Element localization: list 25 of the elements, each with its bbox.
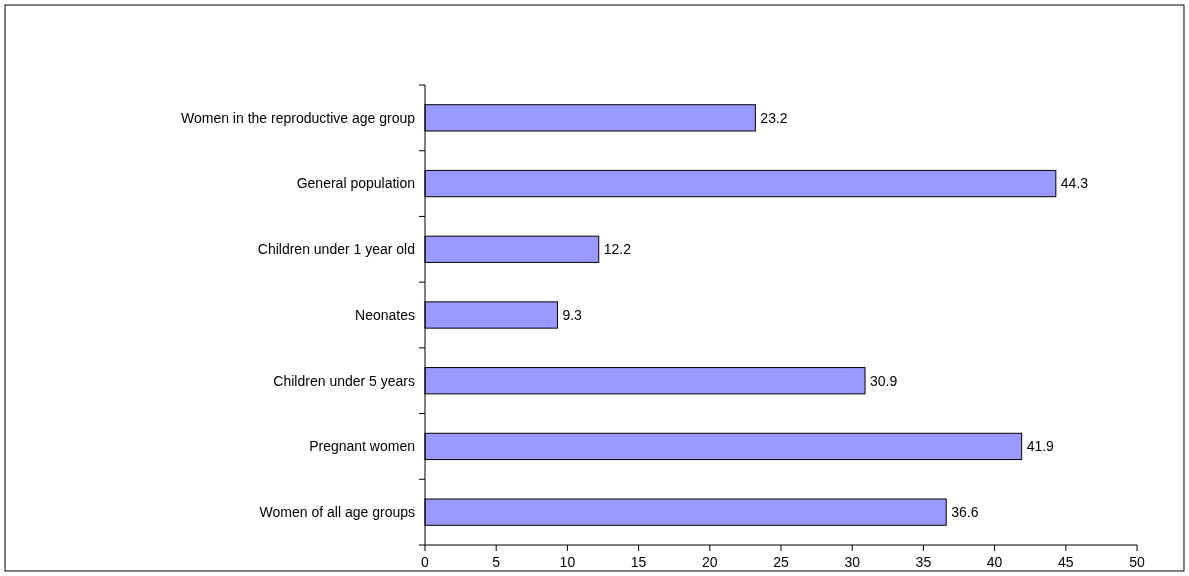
y-tick-label: Pregnant women: [309, 438, 415, 455]
x-tick-label: 10: [559, 554, 576, 570]
data-label: 23.2: [760, 109, 788, 126]
data-label: 36.6: [951, 504, 979, 521]
x-tick-label: 50: [1129, 554, 1145, 570]
x-tick-label: 15: [630, 554, 647, 570]
x-tick-label: 25: [773, 554, 789, 570]
data-label: 44.3: [1060, 175, 1089, 192]
y-tick-label: Children under 5 years: [273, 372, 415, 389]
y-tick-label: General population: [296, 175, 415, 192]
y-tick-label: Women in the reproductive age group: [181, 109, 416, 126]
data-label: 12.2: [603, 241, 632, 258]
x-tick-label: 45: [1058, 554, 1074, 570]
x-tick-label: 30: [844, 554, 861, 570]
y-tick-label: Children under 1 year old: [257, 241, 415, 258]
data-label: 9.3: [562, 306, 583, 323]
x-tick-label: 5: [492, 554, 501, 570]
y-tick-label: Neonates: [355, 306, 415, 323]
y-tick-label: Women of all age groups: [259, 504, 415, 521]
data-label: 30.9: [870, 372, 898, 389]
x-tick-label: 35: [915, 554, 932, 570]
data-label: 41.9: [1026, 438, 1055, 455]
x-tick-label: 20: [702, 554, 718, 570]
x-tick-label: 0: [421, 554, 430, 570]
x-tick-label: 40: [986, 554, 1003, 570]
